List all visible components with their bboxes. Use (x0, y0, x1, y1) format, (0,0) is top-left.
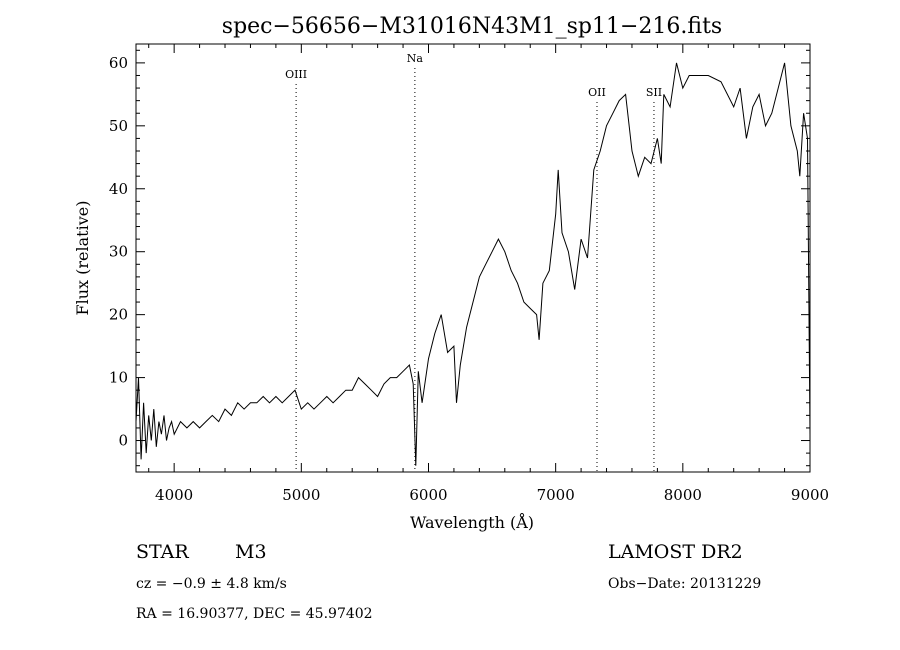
object-type: STAR (136, 541, 189, 563)
plot-frame (135, 43, 811, 473)
x-tick-label: 5000 (282, 486, 320, 504)
y-axis-label: Flux (relative) (73, 201, 92, 316)
x-tick-label: 8000 (664, 486, 702, 504)
x-tick-label: 9000 (791, 486, 829, 504)
spectrum-line (135, 62, 811, 466)
chart-title: spec−56656−M31016N43M1_sp11−216.fits (222, 14, 722, 39)
spectral-line-markers: OIII Na OII SII (285, 52, 662, 472)
y-tick-label: 40 (109, 180, 128, 198)
coordinates: RA = 16.90377, DEC = 45.97402 (136, 606, 373, 622)
y-tick-label: 0 (118, 432, 128, 450)
line-marker-label: OII (588, 86, 606, 99)
y-tick-labels: 0 10 20 30 40 50 60 (109, 54, 128, 450)
x-tick-label: 4000 (155, 486, 193, 504)
plot-area: OIII Na OII SII (135, 43, 811, 473)
redshift-readout: cz = −0.9 ± 4.8 km/s (136, 576, 287, 592)
object-subclass: M3 (235, 541, 267, 563)
x-tick-label: 6000 (409, 486, 447, 504)
line-marker-label: SII (646, 86, 662, 99)
survey-name: LAMOST DR2 (608, 541, 743, 563)
line-marker-label: OIII (285, 68, 307, 81)
y-tick-label: 60 (109, 54, 128, 72)
x-axis-label: Wavelength (Å) (410, 512, 534, 532)
y-tick-label: 10 (109, 369, 128, 387)
y-tick-label: 30 (109, 243, 128, 261)
obs-date: Obs−Date: 20131229 (608, 576, 761, 592)
x-tick-labels: 4000 5000 6000 7000 8000 9000 (155, 486, 829, 504)
axis-ticks (136, 44, 811, 472)
y-tick-label: 20 (109, 306, 128, 324)
y-tick-label: 50 (109, 117, 128, 135)
line-marker-label: Na (407, 52, 424, 65)
x-tick-label: 7000 (537, 486, 575, 504)
